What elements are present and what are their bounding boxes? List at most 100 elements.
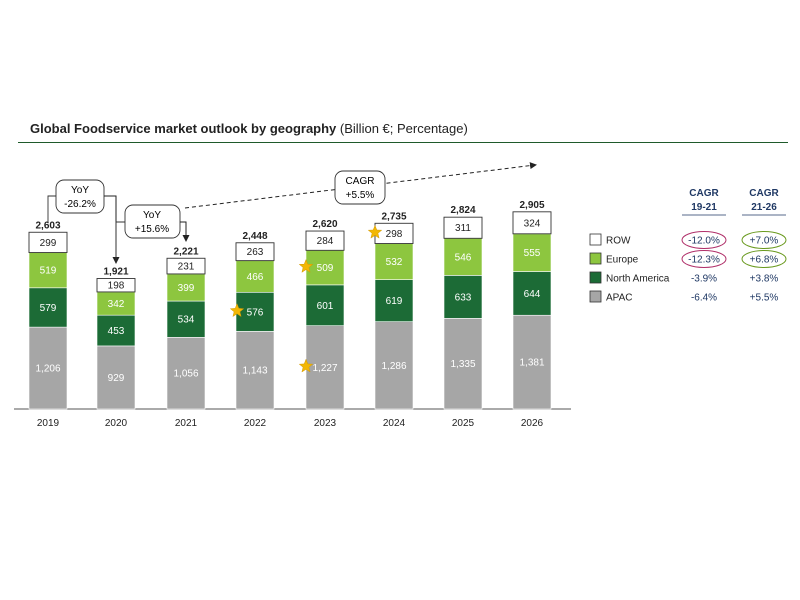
data-label-north-america-2026: 644	[524, 289, 541, 300]
cagr-header-2-title: CAGR	[749, 188, 779, 199]
star-icon-2023-europe	[298, 258, 314, 273]
cagr-table: CAGR 19-21 CAGR 21-26 -12.0% +7.0% -12.3% +6.8%…	[681, 188, 787, 304]
data-label-row-2022: 263	[247, 247, 264, 258]
data-label-apac-2025: 1,335	[450, 359, 475, 370]
yoy-2021-connector	[115, 221, 125, 262]
data-label-apac-2021: 1,056	[173, 369, 198, 380]
bar-north-america-2025	[443, 275, 483, 319]
data-label-north-america-2021: 534	[178, 315, 195, 326]
x-tick-label-2021: 2021	[175, 418, 198, 429]
bar-apac-2023	[305, 325, 345, 410]
bar-north-america-2019	[28, 287, 68, 328]
total-label-2020: 1,921	[103, 266, 128, 277]
chart-title: Global Foodservice market outlook by geo…	[30, 121, 468, 136]
data-label-apac-2026: 1,381	[519, 358, 544, 369]
yoy-2021-label: YoY	[143, 210, 161, 221]
total-label-2022: 2,448	[242, 231, 267, 242]
data-label-europe-2025: 546	[455, 252, 472, 263]
total-label-2021: 2,221	[173, 246, 198, 257]
bar-apac-2025	[443, 318, 483, 410]
data-label-row-2024: 298	[386, 229, 403, 240]
x-tick-label-2026: 2026	[521, 418, 544, 429]
cagr-box	[334, 170, 386, 205]
cagr-19-21-row: -12.0%	[688, 236, 720, 247]
yoy-2020-value: -26.2%	[64, 199, 96, 210]
highlight-circle-19-21-europe	[681, 250, 727, 268]
data-label-europe-2024: 532	[386, 257, 403, 268]
cagr-header-2-period: 21-26	[751, 202, 777, 213]
bar-row-2020	[96, 278, 136, 293]
bar-apac-2022	[235, 331, 275, 410]
yoy-2021-arrow	[180, 221, 190, 242]
data-label-north-america-2022: 576	[247, 307, 264, 318]
bar-north-america-2023	[305, 284, 345, 326]
star-icon-2023-apac	[298, 358, 314, 373]
legend-swatch-apac	[589, 290, 602, 303]
bar-europe-2024	[374, 243, 414, 280]
highlight-circle-19-21-row	[681, 231, 727, 249]
legend-swatch-north-america	[589, 271, 602, 284]
data-label-row-2019: 299	[40, 238, 57, 249]
cagr-header-1-title: CAGR	[689, 188, 719, 199]
data-label-row-2026: 324	[524, 218, 541, 229]
highlight-circle-21-26-row	[741, 231, 787, 249]
data-label-apac-2023: 1,227	[312, 363, 337, 374]
bar-north-america-2026	[512, 271, 552, 316]
data-label-north-america-2023: 601	[317, 301, 334, 312]
cagr-21-26-apac: +5.5%	[750, 293, 779, 304]
star-icon-2024-row	[367, 224, 383, 239]
data-label-north-america-2020: 453	[108, 326, 125, 337]
x-tick-label-2024: 2024	[383, 418, 406, 429]
cagr-19-21-apac: -6.4%	[691, 293, 717, 304]
bar-apac-2019	[28, 326, 68, 410]
cagr-21-26-north-america: +3.8%	[750, 274, 779, 285]
bar-apac-2021	[166, 336, 206, 410]
highlight-circle-21-26-europe	[741, 250, 787, 268]
data-label-apac-2024: 1,286	[381, 361, 406, 372]
data-label-europe-2021: 399	[178, 283, 195, 294]
bar-europe-2023	[305, 250, 345, 286]
yoy-2020-arrow	[104, 195, 120, 264]
bars-layer: 1,206 579 519 299 2,603 2019 929 453 342 198 1,921…	[14, 200, 571, 429]
data-label-row-2021: 231	[178, 262, 195, 273]
total-label-2019: 2,603	[35, 220, 60, 231]
legend-label-europe: Europe	[606, 255, 639, 266]
yoy-2020-label: YoY	[71, 185, 89, 196]
x-tick-label-2023: 2023	[314, 418, 337, 429]
legend-label-apac: APAC	[606, 293, 633, 304]
data-label-north-america-2024: 619	[386, 296, 403, 307]
star-icon-2022-north-america	[229, 303, 245, 318]
cagr-value: +5.5%	[346, 190, 375, 201]
bar-row-2026	[512, 211, 552, 235]
data-label-row-2020: 198	[108, 281, 125, 292]
bar-north-america-2021	[166, 300, 206, 338]
cagr-19-21-north-america: -3.9%	[691, 274, 717, 285]
total-label-2025: 2,824	[450, 205, 475, 216]
bar-row-2025	[443, 216, 483, 239]
bar-europe-2025	[443, 237, 483, 276]
bar-apac-2020	[96, 345, 136, 410]
yoy-2020-connector	[47, 195, 56, 222]
bar-north-america-2022	[235, 291, 275, 332]
data-label-row-2025: 311	[455, 223, 471, 234]
x-tick-label-2025: 2025	[452, 418, 475, 429]
bar-europe-2021	[166, 273, 206, 302]
yoy-2021-value: +15.6%	[135, 224, 169, 235]
data-label-north-america-2019: 579	[40, 303, 57, 314]
bar-europe-2026	[512, 233, 552, 272]
data-label-europe-2023: 509	[317, 263, 334, 274]
data-label-apac-2022: 1,143	[242, 366, 267, 377]
total-label-2024: 2,735	[381, 211, 406, 222]
data-label-europe-2026: 555	[524, 248, 541, 259]
legend-label-row: ROW	[606, 236, 631, 247]
bar-row-2021	[166, 257, 206, 275]
data-label-row-2023: 284	[317, 236, 334, 247]
bar-row-2022	[235, 242, 275, 262]
data-label-europe-2022: 466	[247, 272, 264, 283]
data-label-north-america-2025: 633	[455, 292, 472, 303]
total-label-2023: 2,620	[312, 219, 337, 230]
x-tick-label-2020: 2020	[105, 418, 128, 429]
data-label-europe-2019: 519	[40, 266, 57, 277]
cagr-19-21-europe: -12.3%	[688, 255, 720, 266]
bar-north-america-2020	[96, 314, 136, 347]
